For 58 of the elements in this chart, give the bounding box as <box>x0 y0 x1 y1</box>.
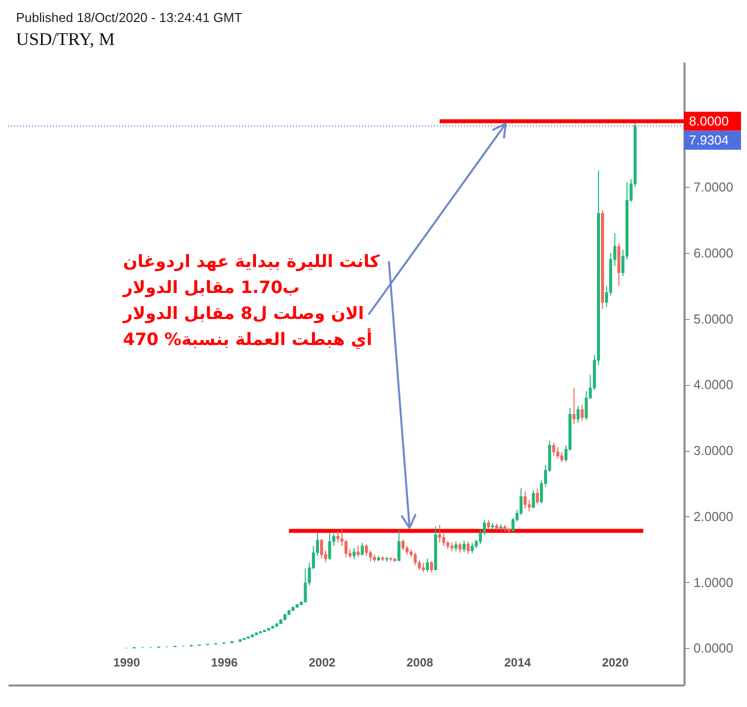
x-tick-label: 2002 <box>308 656 336 670</box>
annotation: ب1.70 مقابل الدولار <box>122 278 300 298</box>
candlestick <box>520 488 523 516</box>
text: Published 18/Oct/2020 - 13:24:41 GMT <box>16 10 242 25</box>
candlestick <box>328 532 332 560</box>
candlestick <box>422 562 425 573</box>
y-tick-label: 1.0000 <box>694 574 734 590</box>
candlestick <box>414 552 417 566</box>
y-tick-label: 5.0000 <box>694 311 734 326</box>
candlestick <box>458 542 462 554</box>
candlestick <box>352 548 356 560</box>
candlestick <box>580 404 584 422</box>
candlestick <box>426 558 429 572</box>
y-tick-label: 2.0000 <box>694 508 734 524</box>
candlestick <box>572 387 576 425</box>
y-tick-label: 6.0000 <box>694 245 734 260</box>
candlestick <box>356 544 360 558</box>
x-tick-label: 1996 <box>210 656 238 670</box>
candlestick <box>344 540 348 558</box>
x-tick-label: 2014 <box>504 656 532 670</box>
x-tick-label: 1990 <box>113 656 140 670</box>
candlestick <box>584 390 588 421</box>
candlestick <box>528 499 531 512</box>
x-tick-label: 2008 <box>406 656 434 670</box>
y-tick-label: 4.0000 <box>694 377 734 392</box>
candlestick <box>532 490 535 510</box>
candlestick <box>487 520 490 530</box>
candlestick <box>560 451 564 463</box>
candlestick <box>466 540 470 554</box>
candlestick <box>442 533 446 547</box>
candlestick <box>576 405 580 424</box>
y-tick-label: 7.0000 <box>694 180 734 195</box>
annotation: الان وصلت ل8 مقابل الدولار <box>122 304 364 324</box>
candlestick <box>397 530 400 562</box>
candlestick <box>524 490 527 510</box>
candlestick <box>462 540 466 552</box>
data-label: 8.0000 <box>689 113 729 128</box>
candlestick <box>511 517 514 532</box>
candlestick <box>320 538 324 560</box>
y-tick-label: 3.0000 <box>694 443 734 458</box>
candlestick <box>430 560 434 573</box>
candlestick <box>304 568 307 603</box>
x-tick-label: 2020 <box>602 656 629 670</box>
candlestick <box>364 544 368 556</box>
candlestick <box>470 542 474 554</box>
annotation: أي هبطت العملة بنسبة% 470 <box>123 328 372 350</box>
annotation: كانت الليرة ببداية عهد اردوغان <box>123 252 380 272</box>
candlestick <box>402 538 405 552</box>
y-tick-label: 0.0000 <box>694 640 734 656</box>
candlestick <box>536 488 539 506</box>
chart-title: USD/TRY, M <box>16 29 115 49</box>
candlestick <box>360 542 364 556</box>
candlestick <box>556 446 560 459</box>
candlestick <box>454 540 458 552</box>
candlestick <box>336 530 340 544</box>
candlestick <box>438 524 442 544</box>
candlestick <box>552 442 556 456</box>
ref-line-label: 7.9304 <box>689 132 729 148</box>
